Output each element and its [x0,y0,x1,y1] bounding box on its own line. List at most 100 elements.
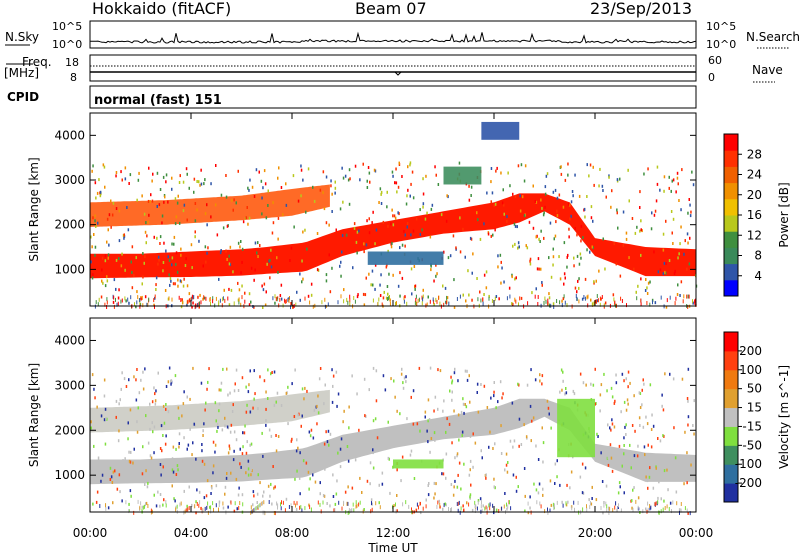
velocity-speckle [372,448,374,452]
velocity-speckle [657,437,659,440]
power-speckle [310,282,313,286]
velocity-speckle [326,440,329,444]
power-speckle [115,174,117,178]
velocity-ground-scatter [450,508,451,513]
velocity-speckle [692,424,694,427]
velocity-speckle [456,452,459,456]
velocity-speckle [154,399,157,403]
velocity-speckle [242,445,244,449]
power-ground-scatter [482,297,484,302]
velocity-speckle [661,393,663,397]
velocity-speckle [650,428,653,431]
power-speckle [366,179,368,183]
power-speckle [611,189,613,193]
power-speckle [496,166,498,170]
power-speckle [155,288,157,291]
power-speckle [249,178,251,182]
power-speckle [147,199,150,203]
power-speckle [250,300,252,304]
velocity-speckle [371,502,373,506]
velocity-speckle [313,408,316,412]
velocity-ground-scatter [439,502,441,507]
velocity-speckle [100,479,102,483]
power-ground-scatter [148,297,150,302]
velocity-speckle [534,378,537,382]
nsearch-label: N.Search [746,30,800,44]
power-speckle [161,214,164,218]
velocity-speckle [119,398,121,402]
velocity-speckle [624,425,626,429]
power-ground-scatter [640,298,642,303]
velocity-speckle [129,489,132,493]
power-speckle [422,205,424,209]
velocity-speckle [410,449,413,453]
velocity-speckle [133,447,135,451]
nsky-frame [89,20,697,49]
velocity-speckle [164,442,167,446]
power-speckle [92,164,94,168]
velocity-speckle [321,455,324,459]
velocity-speckle [145,501,148,505]
velocity-speckle [634,461,637,465]
velocity-speckle [594,367,596,371]
velocity-speckle [195,457,197,461]
power-speckle [90,260,92,264]
velocity-speckle [499,380,502,384]
velocity-speckle [191,453,193,457]
power-speckle [191,266,193,270]
power-speckle [175,251,178,255]
power-speckle [248,303,251,307]
velocity-speckle [116,487,119,491]
velocity-speckle [539,379,541,383]
velocity-speckle [249,443,251,447]
velocity-speckle [509,439,512,443]
velocity-speckle [319,367,322,370]
velocity-speckle [133,375,135,379]
power-speckle [244,291,246,295]
power-ground-scatter [417,298,419,303]
power-speckle [401,243,404,247]
power-speckle [419,208,421,212]
velocity-speckle [245,410,248,414]
velocity-speckle [323,494,326,498]
power-speckle [628,256,630,260]
velocity-speckle [265,407,267,411]
velocity-speckle [230,471,232,475]
power-speckle [548,296,551,300]
velocity-speckle [561,500,563,504]
velocity-speckle [675,490,678,494]
power-speckle [150,193,152,197]
power-ground-scatter [584,296,586,301]
power-speckle [175,215,178,219]
velocity-speckle [529,495,531,499]
power-speckle [210,215,212,219]
velocity-speckle [469,495,471,499]
nsky-tick-bottom: 10^0 [52,38,82,51]
velocity-ground-scatter [355,500,357,505]
power-speckle [330,184,332,188]
velocity-ground-scatter [474,504,476,509]
power-speckle [679,242,681,246]
velocity-speckle [189,397,191,401]
power-speckle [617,226,619,230]
velocity-speckle [412,422,415,426]
power-ground-scatter [287,297,289,302]
velocity-ground-scatter [260,502,261,507]
power-speckle [178,181,181,184]
velocity-speckle [154,402,157,406]
power-speckle [536,234,538,238]
velocity-speckle [168,366,171,370]
velocity-speckle [418,366,421,370]
velocity-speckle [149,454,152,458]
power-speckle [534,200,537,203]
power-speckle [412,229,415,233]
velocity-ground-scatter [359,500,361,505]
power-speckle [374,169,377,173]
power-speckle [639,229,641,233]
velocity-speckle [162,404,165,408]
power-ground-scatter [186,300,188,305]
velocity-speckle [645,415,647,419]
velocity-speckle [647,486,649,490]
velocity-ground-scatter [333,508,335,513]
power-speckle [341,250,343,254]
